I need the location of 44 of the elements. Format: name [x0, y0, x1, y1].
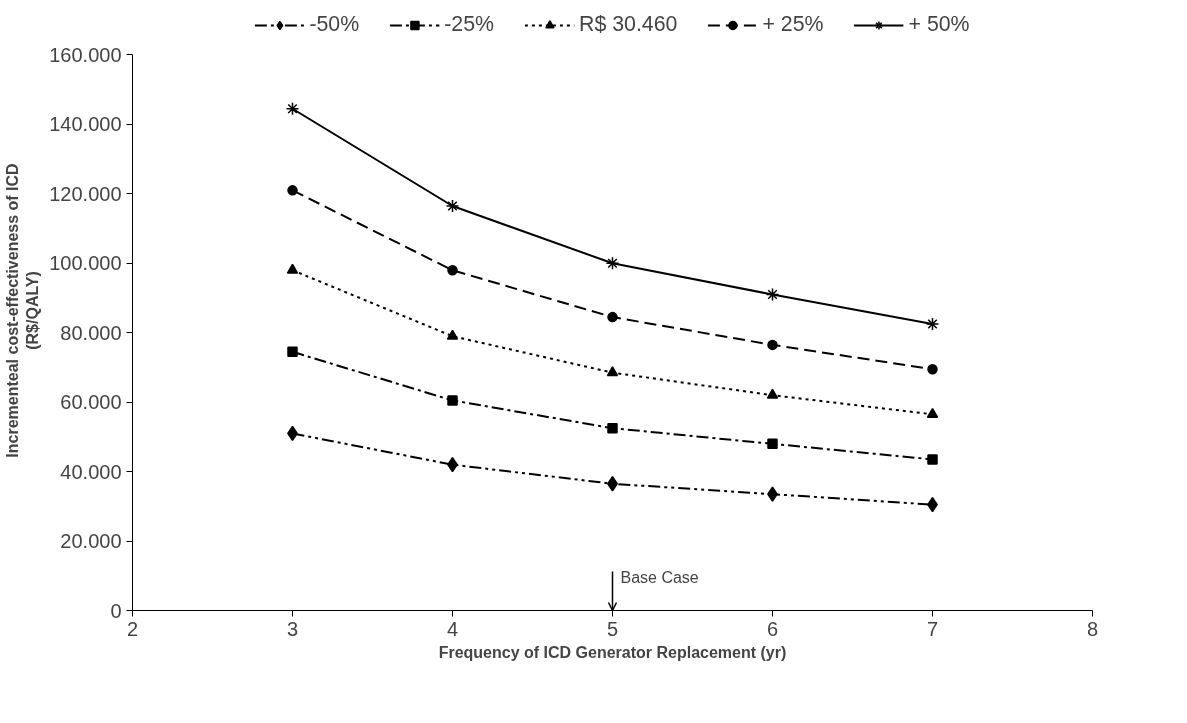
- x-tick-label: 4: [446, 617, 459, 640]
- point: [927, 363, 938, 375]
- y-axis-title: Incrementeal cost-effectiveness of ICD (R$/QALY): [3, 163, 42, 458]
- point: [925, 317, 940, 331]
- point: [286, 263, 299, 274]
- point: [285, 102, 300, 116]
- point: [927, 454, 938, 465]
- point: [767, 438, 778, 450]
- y-tick-label: 20.000: [60, 530, 122, 553]
- point: [605, 256, 620, 271]
- y-tick-label: 140.000: [49, 113, 122, 136]
- x-tick-label: 3: [286, 617, 299, 640]
- point: [446, 329, 459, 340]
- y-tick-label: 160.000: [49, 43, 122, 66]
- point: [287, 185, 298, 196]
- point: [606, 366, 619, 377]
- y-tick-label: 60.000: [60, 391, 122, 414]
- point: [926, 407, 939, 418]
- x-tick-label: 7: [926, 617, 939, 640]
- point: [767, 339, 778, 351]
- legend-label: -50%: [309, 12, 360, 37]
- point: [607, 422, 618, 434]
- x-tick-label: 5: [606, 617, 619, 640]
- annotation: Base Case: [620, 568, 699, 586]
- x-tick-label: 8: [1086, 617, 1099, 640]
- y-tick-label: 0: [110, 599, 122, 622]
- point: [766, 388, 779, 399]
- point: [287, 346, 298, 358]
- y-tick-label: 120.000: [49, 182, 122, 205]
- y-tick-label: 100.000: [49, 252, 122, 275]
- legend-label: + 25%: [762, 12, 824, 37]
- y-tick-label: 40.000: [60, 460, 122, 483]
- x-tick-label: 6: [766, 617, 779, 640]
- point: [447, 395, 458, 406]
- point: [447, 264, 458, 276]
- point: [765, 287, 780, 302]
- x-axis-title: Frequency of ICD Generator Replacement (yr): [438, 643, 787, 661]
- legend-label: + 50%: [908, 12, 970, 37]
- legend-label: R$ 30.460: [579, 12, 678, 37]
- legend-label: -25%: [444, 12, 494, 37]
- point: [607, 311, 618, 323]
- x-tick-label: 2: [126, 617, 139, 640]
- y-tick-label: 80.000: [60, 321, 122, 344]
- point: [445, 199, 460, 213]
